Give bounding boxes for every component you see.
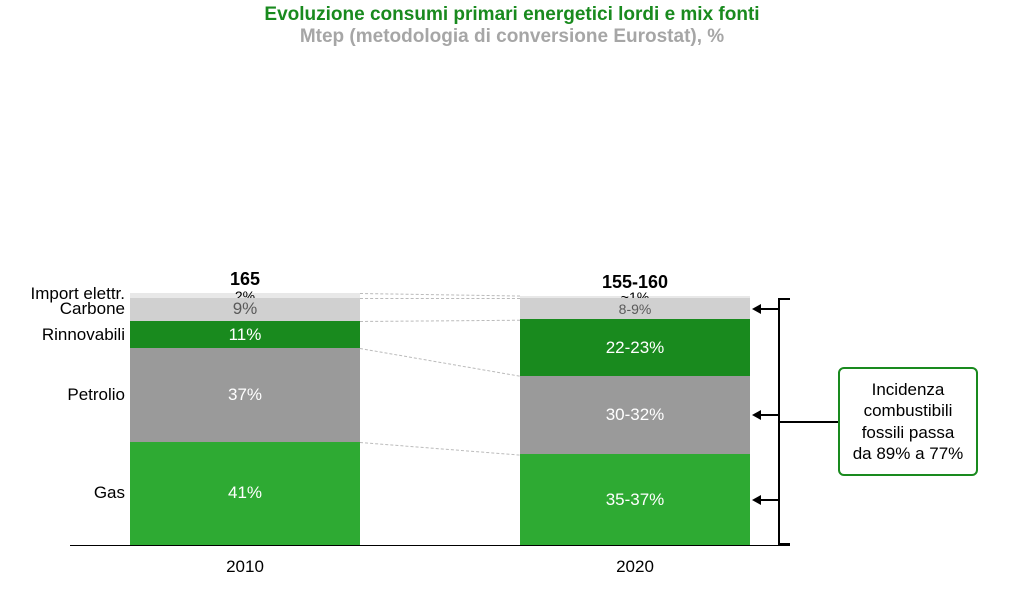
connector-line (360, 319, 520, 321)
x-label-2010: 2010 (130, 557, 360, 577)
segment-value-label: 41% (228, 483, 262, 503)
bar-2020: ~1%8-9%22-23%30-32%35-37% (520, 296, 750, 545)
chart-subtitle: Mtep (metodologia di conversione Eurosta… (0, 26, 1024, 48)
arrowhead-icon (752, 304, 761, 314)
category-label-carbone: Carbone (5, 299, 125, 319)
bracket-segment (760, 499, 778, 501)
bar-segment-carbone: 9% (130, 298, 360, 321)
callout-line: Incidenza (848, 379, 968, 400)
arrowhead-icon (752, 495, 761, 505)
arrowhead-icon (752, 410, 761, 420)
segment-value-label: 9% (233, 299, 258, 319)
segment-value-label: 8-9% (619, 301, 652, 317)
chart-area: Import elettr. Carbone Rinnovabili Petro… (0, 65, 1024, 605)
callout-box: Incidenzacombustibilifossili passada 89%… (838, 367, 978, 476)
bar-segment-carbone: 8-9% (520, 298, 750, 319)
category-label-rinnovabili: Rinnovabili (5, 325, 125, 345)
segment-value-label: 30-32% (606, 405, 665, 425)
callout-line: fossili passa (848, 422, 968, 443)
bar-segment-petrolio: 37% (130, 348, 360, 441)
bar-segment-rinnovabili: 11% (130, 321, 360, 349)
bracket-segment (778, 543, 790, 545)
callout-line: combustibili (848, 400, 968, 421)
bracket-segment (780, 421, 838, 423)
bracket-segment (760, 308, 778, 310)
segment-value-label: 22-23% (606, 338, 665, 358)
chart-title-block: Evoluzione consumi primari energetici lo… (0, 0, 1024, 48)
segment-value-label: 11% (229, 325, 262, 345)
segment-value-label: 35-37% (606, 490, 665, 510)
callout-line: da 89% a 77% (848, 443, 968, 464)
connector-line (360, 442, 520, 456)
bar-segment-gas: 41% (130, 442, 360, 545)
connector-line (360, 348, 520, 377)
bracket-segment (760, 414, 778, 416)
bar-segment-gas: 35-37% (520, 454, 750, 545)
segment-value-label: 37% (228, 385, 262, 405)
x-axis (70, 545, 790, 546)
bar-2010: 2%9%11%37%41% (130, 293, 360, 545)
connector-line (360, 298, 520, 299)
category-label-gas: Gas (5, 483, 125, 503)
category-label-petrolio: Petrolio (5, 385, 125, 405)
connector-line (360, 293, 520, 297)
bar-segment-petrolio: 30-32% (520, 376, 750, 454)
x-label-2020: 2020 (520, 557, 750, 577)
bracket-segment (778, 298, 790, 300)
chart-title: Evoluzione consumi primari energetici lo… (0, 4, 1024, 26)
bar-segment-rinnovabili: 22-23% (520, 319, 750, 376)
